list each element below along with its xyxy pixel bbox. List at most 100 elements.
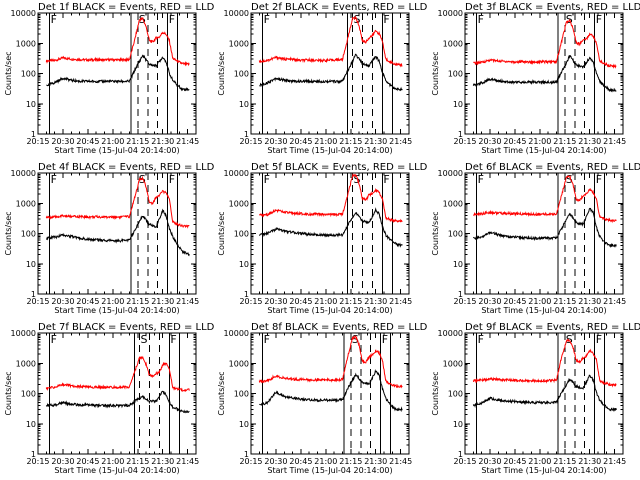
interval-marker-label: S <box>566 333 573 346</box>
x-tick-label: 21:00 <box>101 137 124 146</box>
x-tick-label: 21:00 <box>101 297 124 306</box>
x-tick-label: 21:15 <box>553 457 576 466</box>
detector-panel-9: Det 9f BLACK = Events, RED = LLD 1 10 100 10… <box>431 322 640 475</box>
interval-marker-label: S <box>139 13 146 26</box>
panel-title: Det 7f BLACK = Events, RED = LLD <box>38 322 215 333</box>
plot-frame <box>37 332 197 455</box>
events-series-line <box>472 374 617 413</box>
x-tick-label: 21:30 <box>364 137 387 146</box>
x-tick-label: 20:15 <box>453 457 476 466</box>
y-tick-label: 100 <box>21 390 36 399</box>
y-tick-label: 1000 <box>229 39 249 48</box>
x-axis-label: Start Time (15-Jul-04 20:14:00) <box>267 146 392 155</box>
y-tick-label: 10 <box>453 420 463 429</box>
y-tick-label: 10000 <box>438 329 463 338</box>
x-tick-label: 20:45 <box>76 457 99 466</box>
lld-series-line <box>45 355 190 393</box>
x-axis-label: Start Time (15-Jul-04 20:14:00) <box>267 466 392 475</box>
events-series-line <box>46 54 190 92</box>
x-tick-label: 21:00 <box>314 297 337 306</box>
interval-marker-label: F <box>382 333 388 346</box>
panel-title: Det 5f BLACK = Events, RED = LLD <box>251 162 428 173</box>
x-axis-label: Start Time (15-Jul-04 20:14:00) <box>481 146 606 155</box>
y-tick-label: 100 <box>234 70 249 79</box>
x-tick-label: 21:00 <box>528 297 551 306</box>
x-tick-label: 20:45 <box>503 137 526 146</box>
y-tick-label: 10000 <box>438 169 463 178</box>
x-tick-label: 20:15 <box>26 137 49 146</box>
y-axis-label: Counts/sec <box>431 51 440 95</box>
y-tick-label: 10000 <box>438 9 463 18</box>
interval-marker-label: S <box>566 173 573 186</box>
panel-title: Det 2f BLACK = Events, RED = LLD <box>251 2 428 13</box>
interval-marker-label: F <box>478 13 484 26</box>
y-axis-label: Counts/sec <box>217 51 226 95</box>
plot-frame <box>464 172 624 295</box>
x-tick-label: 20:15 <box>26 457 49 466</box>
y-tick-label: 1 <box>244 290 249 299</box>
lld-series-line <box>258 15 403 68</box>
x-tick-label: 21:30 <box>578 137 601 146</box>
y-tick-label: 100 <box>448 70 463 79</box>
x-tick-label: 21:30 <box>578 297 601 306</box>
panel-title: Det 6f BLACK = Events, RED = LLD <box>465 162 640 173</box>
x-tick-label: 20:30 <box>478 297 501 306</box>
y-tick-label: 100 <box>234 230 249 239</box>
y-tick-label: 10000 <box>11 169 36 178</box>
x-tick-label: 20:30 <box>264 137 287 146</box>
y-tick-label: 10 <box>239 100 249 109</box>
x-axis-label: Start Time (15-Jul-04 20:14:00) <box>481 306 606 315</box>
x-tick-label: 21:45 <box>176 137 199 146</box>
x-tick-label: 20:30 <box>264 297 287 306</box>
interval-marker-label: S <box>353 173 360 186</box>
x-tick-label: 21:15 <box>126 297 149 306</box>
x-tick-label: 21:45 <box>389 297 412 306</box>
x-tick-label: 21:00 <box>314 137 337 146</box>
y-tick-label: 1 <box>458 130 463 139</box>
interval-marker-label: F <box>596 173 602 186</box>
interval-marker-label: F <box>383 13 389 26</box>
y-tick-label: 100 <box>21 230 36 239</box>
events-series-line <box>46 208 190 257</box>
y-tick-label: 10 <box>239 420 249 429</box>
y-tick-label: 1 <box>31 290 36 299</box>
x-tick-label: 20:15 <box>453 137 476 146</box>
y-tick-label: 100 <box>21 70 36 79</box>
y-tick-label: 1 <box>31 130 36 139</box>
x-tick-label: 20:30 <box>51 137 74 146</box>
y-axis-label: Counts/sec <box>4 371 13 415</box>
y-tick-label: 1000 <box>229 359 249 368</box>
y-tick-label: 1000 <box>443 39 463 48</box>
lld-series-line <box>473 18 617 69</box>
interval-marker-label: F <box>51 333 57 346</box>
x-axis-label: Start Time (15-Jul-04 20:14:00) <box>54 146 179 155</box>
x-tick-label: 20:45 <box>289 297 312 306</box>
x-tick-label: 21:30 <box>364 297 387 306</box>
x-tick-label: 21:30 <box>578 457 601 466</box>
x-tick-label: 20:15 <box>26 297 49 306</box>
y-tick-label: 10000 <box>224 329 249 338</box>
y-tick-label: 10 <box>453 260 463 269</box>
x-tick-label: 21:15 <box>553 297 576 306</box>
interval-marker-label: F <box>596 333 602 346</box>
detector-panel-6: Det 6f BLACK = Events, RED = LLD 1 10 100 10… <box>431 162 640 315</box>
y-axis-label: Counts/sec <box>4 211 13 255</box>
x-tick-label: 21:30 <box>151 297 174 306</box>
x-tick-label: 21:15 <box>126 457 149 466</box>
events-series-line <box>259 368 403 413</box>
events-series-line <box>259 207 403 248</box>
panel-title: Det 8f BLACK = Events, RED = LLD <box>251 322 428 333</box>
detector-panel-2: Det 2f BLACK = Events, RED = LLD 1 10 100 10… <box>217 2 428 155</box>
y-tick-label: 10000 <box>224 169 249 178</box>
detector-panel-8: Det 8f BLACK = Events, RED = LLD 1 10 100 10… <box>217 322 428 475</box>
y-tick-label: 10000 <box>11 9 36 18</box>
interval-marker-label: F <box>264 13 270 26</box>
x-tick-label: 20:45 <box>503 457 526 466</box>
detector-panel-1: Det 1f BLACK = Events, RED = LLD 1 10 100 10… <box>4 2 215 155</box>
panel-title: Det 3f BLACK = Events, RED = LLD <box>465 2 640 13</box>
lld-series-line <box>45 175 190 229</box>
panel-title: Det 4f BLACK = Events, RED = LLD <box>38 162 215 173</box>
x-tick-label: 21:15 <box>339 297 362 306</box>
x-axis-label: Start Time (15-Jul-04 20:14:00) <box>54 466 179 475</box>
